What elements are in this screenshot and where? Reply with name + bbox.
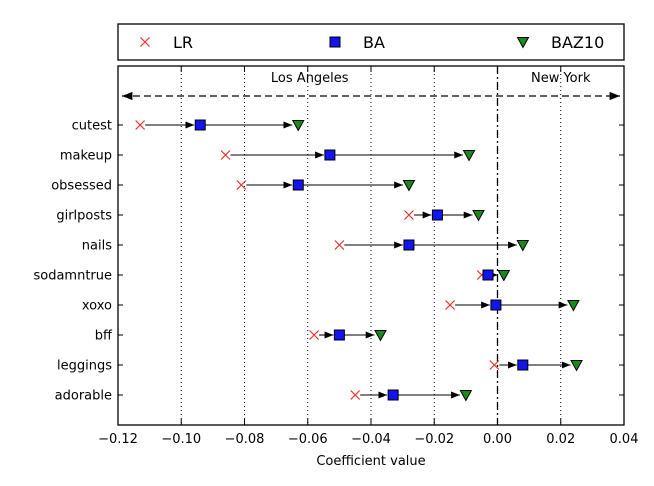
- y-tick-label: adorable: [55, 389, 112, 404]
- point-ba: [403, 239, 415, 251]
- point-lr: [309, 330, 319, 340]
- y-tick-label: makeup: [60, 149, 112, 164]
- point-baz10: [516, 240, 530, 252]
- row-bff: bff: [95, 329, 624, 344]
- row-obsessed: obsessed: [51, 179, 624, 194]
- row-makeup: makeup: [60, 149, 624, 164]
- y-tick-label: xoxo: [82, 299, 112, 314]
- point-baz10: [497, 270, 511, 282]
- point-lr: [135, 120, 146, 130]
- point-ba: [387, 389, 399, 401]
- point-baz10: [459, 390, 473, 402]
- row-sodamntrue: sodamntrue: [33, 269, 624, 284]
- legend-item-lr: LR: [140, 33, 193, 52]
- legend-marker: [140, 37, 150, 47]
- point-ba: [517, 359, 529, 371]
- row-nails: nails: [82, 239, 624, 254]
- legend-label: LR: [173, 33, 193, 52]
- y-tick-label: obsessed: [51, 179, 112, 194]
- point-ba: [482, 269, 494, 281]
- x-axis-label: Coefficient value: [316, 454, 425, 469]
- x-tick-label: −0.06: [288, 432, 328, 447]
- legend-item-baz10: BAZ10: [516, 33, 604, 52]
- x-tick-label: −0.12: [98, 432, 138, 447]
- region-label-new-york: New York: [531, 71, 591, 86]
- y-tick-label: girlposts: [56, 209, 112, 224]
- point-lr: [236, 180, 247, 190]
- row-cutest: cutest: [72, 119, 624, 134]
- x-tick-label: 0.04: [610, 432, 639, 447]
- point-lr: [220, 150, 231, 160]
- point-baz10: [462, 150, 476, 162]
- x-tick-label: −0.04: [351, 432, 391, 447]
- row-leggings: leggings: [57, 359, 624, 374]
- point-baz10: [374, 330, 387, 342]
- point-baz10: [291, 120, 305, 132]
- point-ba: [333, 329, 345, 341]
- point-baz10: [402, 180, 416, 192]
- row-girlposts: girlposts: [56, 209, 624, 224]
- point-lr: [489, 360, 500, 370]
- point-ba: [292, 179, 304, 191]
- y-tick-label: cutest: [72, 119, 112, 134]
- x-tick-label: −0.02: [414, 432, 454, 447]
- legend-marker: [329, 36, 341, 48]
- legend-frame: [117, 23, 625, 61]
- point-ba: [324, 149, 336, 161]
- point-lr: [404, 210, 414, 220]
- point-ba: [431, 209, 443, 221]
- point-lr: [350, 390, 361, 400]
- legend: LR BA BAZ10: [117, 23, 625, 61]
- point-ba: [490, 299, 502, 311]
- y-tick-label: leggings: [57, 359, 112, 374]
- x-axis: −0.12 −0.10 −0.08 −0.06 −0.04 −0.02 0.00 0.02 0.…: [98, 66, 638, 447]
- point-ba: [194, 119, 206, 131]
- legend-label: BA: [363, 33, 385, 52]
- point-baz10: [570, 360, 583, 372]
- y-tick-label: nails: [82, 239, 112, 254]
- row-adorable: adorable: [55, 389, 624, 404]
- y-tick-label: bff: [95, 329, 113, 344]
- point-lr: [334, 240, 345, 250]
- x-tick-label: 0.02: [546, 432, 575, 447]
- x-tick-label: −0.08: [225, 432, 265, 447]
- rows: cutest makeup obsessed girlposts nails sodamn…: [33, 119, 624, 404]
- x-tick-label: 0.00: [483, 432, 512, 447]
- row-xoxo: xoxo: [82, 299, 624, 314]
- x-tick-label: −0.10: [161, 432, 201, 447]
- y-tick-label: sodamntrue: [33, 269, 112, 284]
- legend-label: BAZ10: [551, 33, 604, 52]
- point-baz10: [472, 210, 485, 222]
- legend-marker: [516, 37, 530, 49]
- region-label-los-angeles: Los Angeles: [271, 71, 349, 86]
- legend-item-ba: BA: [329, 33, 385, 52]
- point-baz10: [567, 300, 580, 312]
- point-lr: [445, 300, 455, 310]
